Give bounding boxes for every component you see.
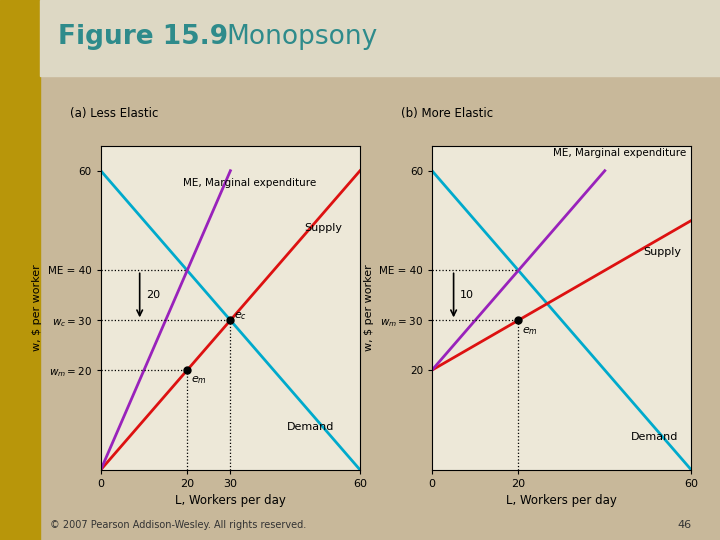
Text: 20: 20 [146, 290, 161, 300]
Text: Figure 15.9: Figure 15.9 [58, 24, 228, 50]
Text: (b) More Elastic: (b) More Elastic [401, 107, 493, 120]
Text: Supply: Supply [644, 247, 682, 258]
Text: Monopsony: Monopsony [227, 24, 378, 50]
Y-axis label: w, $ per worker: w, $ per worker [32, 265, 42, 351]
Text: $e_m$: $e_m$ [522, 325, 538, 336]
Text: ME, Marginal expenditure: ME, Marginal expenditure [183, 178, 316, 188]
Text: Demand: Demand [631, 432, 678, 442]
Text: ME, Marginal expenditure: ME, Marginal expenditure [553, 148, 686, 158]
Text: © 2007 Pearson Addison-Wesley. All rights reserved.: © 2007 Pearson Addison-Wesley. All right… [50, 520, 307, 530]
Y-axis label: w, $ per worker: w, $ per worker [364, 265, 374, 351]
Text: Supply: Supply [304, 222, 342, 233]
Text: 46: 46 [677, 520, 691, 530]
X-axis label: L, Workers per day: L, Workers per day [175, 495, 286, 508]
Text: $e_c$: $e_c$ [234, 310, 247, 321]
Text: Demand: Demand [287, 422, 334, 432]
Text: 10: 10 [460, 290, 474, 300]
X-axis label: L, Workers per day: L, Workers per day [506, 495, 617, 508]
Text: (a) Less Elastic: (a) Less Elastic [70, 107, 158, 120]
Text: $e_m$: $e_m$ [191, 375, 207, 386]
